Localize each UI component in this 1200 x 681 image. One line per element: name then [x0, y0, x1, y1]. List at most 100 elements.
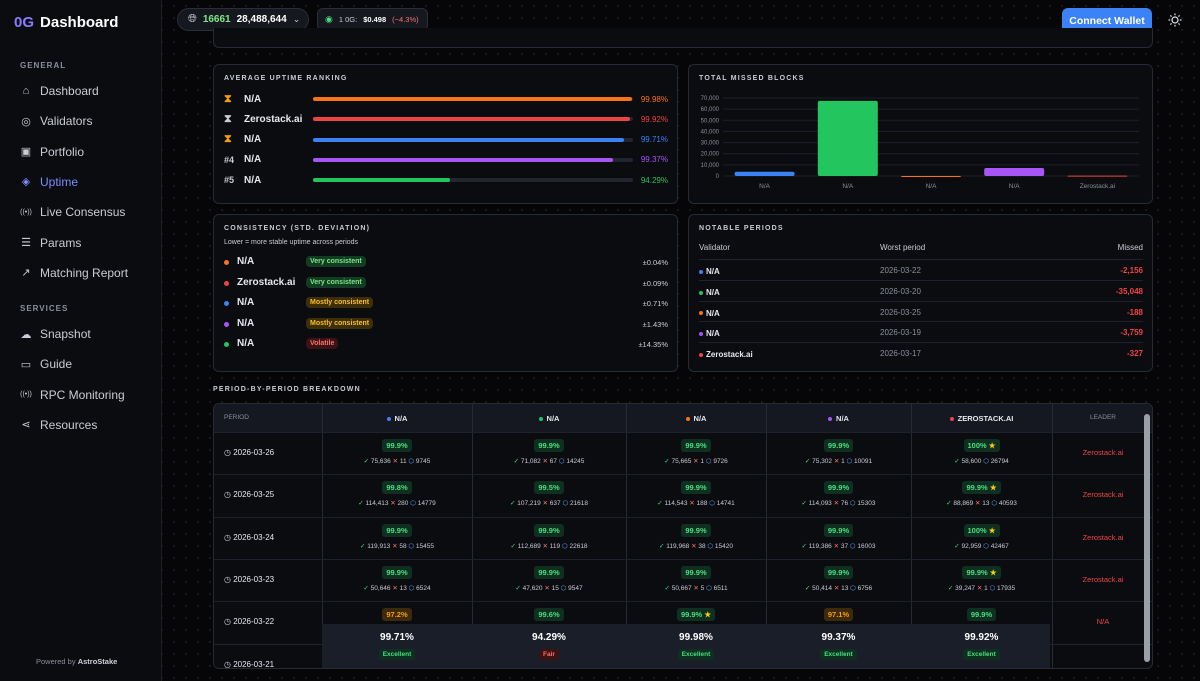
- check-icon: ✓: [363, 584, 371, 592]
- std-deviation: ±0.71%: [642, 299, 668, 308]
- table-header-cell[interactable]: N/A: [766, 414, 911, 423]
- uptime-cell[interactable]: 99.9% ✓ 119,913 ✕ 58 ⬡ 15455: [322, 523, 472, 550]
- star-icon: ★: [702, 610, 712, 620]
- consistency-row: N/A Mostly consistent ±1.43%: [224, 317, 668, 332]
- sidebar-item-label: RPC Monitoring: [40, 387, 125, 402]
- table-scrollbar[interactable]: [1144, 414, 1150, 662]
- validator-name: N/A: [244, 174, 262, 186]
- uptime-cell[interactable]: 99.9% ✓ 75,665 ✕ 1 ⬡ 9726: [626, 439, 766, 465]
- uptime-cell[interactable]: 99.9% ✓ 75,302 ✕ 1 ⬡ 10091: [766, 439, 911, 465]
- block-count: 6524: [416, 584, 431, 592]
- uptime-cell[interactable]: 99.9% ★ ✓ 88,869 ✕ 13 ⬡ 40593: [911, 481, 1052, 507]
- sidebar-item-resources[interactable]: ⋖ Resources: [20, 415, 150, 435]
- table-header-cell[interactable]: N/A: [472, 414, 626, 423]
- table-header-cell[interactable]: N/A: [626, 414, 766, 423]
- uptime-icon: ◈: [21, 176, 31, 189]
- uptime-cell[interactable]: 99.9% ✓ 47,620 ✕ 15 ⬡ 9547: [472, 565, 626, 592]
- table-header-cell[interactable]: LEADER: [1052, 414, 1152, 421]
- sidebar-item-snapshot[interactable]: ☁ Snapshot: [20, 324, 150, 344]
- leader-cell: Zerostack.ai: [1082, 448, 1124, 457]
- missed-bar[interactable]: [901, 176, 961, 177]
- powered-brand[interactable]: AstroStake: [77, 657, 118, 666]
- uptime-cell[interactable]: 97.2%: [322, 608, 472, 622]
- star-icon: ★: [987, 567, 997, 577]
- x-icon: ✕: [975, 584, 985, 592]
- cell-stats: ✓ 114,413 ✕ 280 ⬡ 14779: [322, 499, 472, 507]
- uptime-cell[interactable]: 99.9% ✓ 75,636 ✕ 11 ⬡ 9745: [322, 439, 472, 465]
- column-divider: [766, 404, 767, 668]
- uptime-cell[interactable]: 99.9% ✓ 114,093 ✕ 76 ⬡ 15303: [766, 481, 911, 507]
- theme-toggle-icon[interactable]: [1168, 13, 1182, 27]
- column-divider: [472, 404, 473, 668]
- table-header-cell[interactable]: ZEROSTACK.AI: [911, 414, 1052, 423]
- brand[interactable]: 0G Dashboard: [14, 14, 118, 31]
- sidebar: 0G Dashboard GENERAL ⌂ Dashboard ◎ Validato…: [0, 0, 162, 681]
- sidebar-item-validators[interactable]: ◎ Validators: [20, 111, 150, 131]
- uptime-cell[interactable]: 99.9% ✓ 114,543 ✕ 188 ⬡ 14741: [626, 481, 766, 507]
- validator-name: N/A: [244, 154, 262, 166]
- uptime-value: 99.9%: [827, 567, 850, 577]
- uptime-cell[interactable]: 99.9% ✓ 119,968 ✕ 38 ⬡ 15420: [626, 523, 766, 550]
- worst-period-date: 2026-03-19: [880, 328, 921, 338]
- consistency-badge: Mostly consistent: [306, 297, 374, 308]
- row-divider: [214, 558, 1152, 560]
- table-header-cell[interactable]: PERIOD: [214, 414, 322, 421]
- uptime-cell[interactable]: 99.9% ✓ 71,082 ✕ 67 ⬡ 14245: [472, 439, 626, 465]
- uptime-cell[interactable]: 99.9% ★ ✓ 39,247 ✕ 1 ⬡ 17935: [911, 565, 1052, 592]
- y-tick-label: 30,000: [701, 141, 720, 147]
- uptime-badge: 99.9%: [534, 439, 564, 452]
- x-icon: ✕: [388, 500, 398, 508]
- missed-value: -2,156: [1120, 266, 1143, 275]
- sidebar-item-rpc-monitoring[interactable]: ((•)) RPC Monitoring: [20, 385, 150, 405]
- sidebar-item-guide[interactable]: ▭ Guide: [20, 354, 150, 374]
- uptime-cell[interactable]: 99.9% ✓ 119,386 ✕ 37 ⬡ 16003: [766, 523, 911, 550]
- block-count: 14779: [417, 500, 436, 508]
- y-tick-label: 20,000: [701, 152, 720, 158]
- table-header-row: [214, 404, 1152, 432]
- block-count: 17935: [997, 584, 1016, 592]
- missed-bar[interactable]: [817, 100, 878, 176]
- uptime-cell[interactable]: 99.9% ✓ 50,667 ✕ 5 ⬡ 6511: [626, 565, 766, 592]
- validator-color-dot: [699, 290, 703, 295]
- sidebar-item-dashboard[interactable]: ⌂ Dashboard: [20, 81, 150, 101]
- missed-bar[interactable]: [734, 171, 795, 176]
- uptime-cell[interactable]: 99.9% ✓ 50,414 ✕ 13 ⬡ 6756: [766, 565, 911, 592]
- uptime-cell[interactable]: 99.9% ✓ 50,646 ✕ 13 ⬡ 6524: [322, 565, 472, 592]
- breakdown-table[interactable]: PERIOD N/A N/A N/A N/A ZEROSTACK.AI LEADER ◷ 20…: [213, 403, 1153, 669]
- uptime-cell[interactable]: 99.9%: [911, 608, 1052, 622]
- uptime-cell[interactable]: 100% ★ ✓ 58,600 ⬡ 26794: [911, 439, 1052, 465]
- uptime-value: 99.9%: [538, 525, 560, 535]
- sidebar-item-matching-report[interactable]: ↗ Matching Report: [20, 263, 150, 283]
- uptime-cell[interactable]: 99.5% ✓ 107,219 ✕ 637 ⬡ 21618: [472, 481, 626, 507]
- sidebar-item-uptime[interactable]: ◈ Uptime: [20, 172, 150, 192]
- table-header-cell[interactable]: N/A: [322, 414, 472, 423]
- sidebar-item-portfolio[interactable]: ▣ Portfolio: [20, 142, 150, 162]
- uptime-badge: 99.9%: [534, 565, 564, 579]
- sidebar-item-live-consensus[interactable]: ((•)) Live Consensus: [20, 202, 150, 222]
- uptime-cell[interactable]: 99.8% ✓ 114,413 ✕ 280 ⬡ 14779: [322, 481, 472, 507]
- notable-title: NOTABLE PERIODS: [699, 225, 784, 232]
- uptime-badge: 99.9%: [382, 439, 412, 452]
- sidebar-item-params[interactable]: ☰ Params: [20, 233, 150, 253]
- uptime-bar: [313, 137, 633, 142]
- cell-stats: ✓ 88,869 ✕ 13 ⬡ 40593: [911, 499, 1052, 507]
- check-icon: ✓: [510, 542, 518, 550]
- check-icon: ✓: [947, 584, 956, 592]
- validator-name: N/A: [237, 256, 255, 267]
- period-cell: ◷ 2026-03-24: [224, 533, 274, 542]
- missed-bar[interactable]: [1067, 175, 1128, 177]
- missed-count: 1: [841, 458, 845, 465]
- uptime-cell[interactable]: 99.9% ★: [626, 608, 766, 622]
- leader-cell: Zerostack.ai: [1082, 532, 1124, 542]
- uptime-cell[interactable]: 100% ★ ✓ 92,959 ⬡ 42467: [911, 523, 1052, 550]
- cell-stats: ✓ 75,636 ✕ 11 ⬡ 9745: [322, 457, 472, 465]
- uptime-cell[interactable]: 99.9% ✓ 112,689 ✕ 119 ⬡ 22618: [472, 523, 626, 550]
- signed-count: 114,093: [808, 500, 832, 508]
- uptime-cell[interactable]: 99.6%: [472, 608, 626, 622]
- missed-bar[interactable]: [984, 167, 1045, 176]
- block-icon: ⬡: [981, 458, 991, 465]
- consistency-badge: Volatile: [306, 338, 339, 349]
- uptime-cell[interactable]: 97.1%: [766, 608, 911, 622]
- validator-color-dot: [224, 342, 229, 347]
- uptime-percent: 99.37%: [640, 155, 668, 165]
